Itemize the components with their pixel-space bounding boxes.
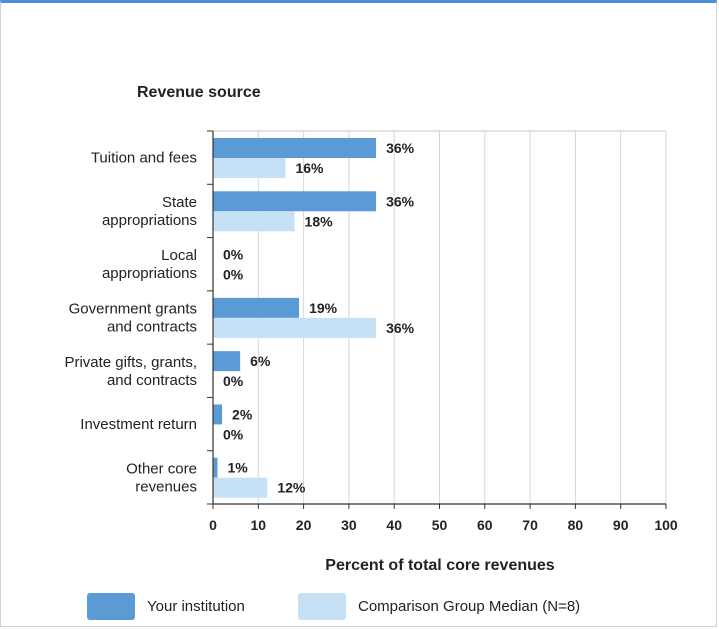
category-label: revenues <box>135 478 197 495</box>
x-tick-label: 0 <box>209 517 217 533</box>
category-label: Government grants <box>69 301 197 318</box>
data-label: 2% <box>232 406 253 422</box>
category-label: appropriations <box>102 212 197 229</box>
category-label: Tuition and fees <box>91 150 197 167</box>
bars-group <box>213 138 377 498</box>
labels-group: 36%16%Tuition and fees36%18%Stateappropr… <box>64 140 414 496</box>
x-tick-label: 80 <box>568 517 584 533</box>
data-label: 19% <box>309 300 338 316</box>
category-label: and contracts <box>107 372 197 389</box>
data-label: 36% <box>386 193 415 209</box>
legend-label: Comparison Group Median (N=8) <box>358 598 580 615</box>
x-tick-label: 70 <box>522 517 538 533</box>
data-label: 0% <box>223 373 244 389</box>
bar-your-institution <box>213 191 377 212</box>
x-tick-label: 100 <box>654 517 678 533</box>
bar-your-institution <box>213 457 218 478</box>
data-label: 0% <box>223 267 244 283</box>
data-label: 12% <box>277 480 306 496</box>
data-label: 36% <box>386 320 415 336</box>
x-tick-label: 90 <box>613 517 629 533</box>
bar-comparison-median <box>213 317 377 338</box>
data-label: 36% <box>386 140 415 156</box>
data-label: 16% <box>295 160 324 176</box>
bar-your-institution <box>213 351 241 372</box>
bar-your-institution <box>213 404 223 425</box>
category-label: Private gifts, grants, <box>64 354 197 371</box>
legend-swatch-your-institution <box>87 593 135 620</box>
category-label: Other core <box>126 460 197 477</box>
x-axis-title: Percent of total core revenues <box>325 557 555 574</box>
bar-comparison-median <box>213 211 295 232</box>
x-tick-label: 20 <box>296 517 312 533</box>
legend-swatch-comparison-median <box>298 593 346 620</box>
bar-comparison-median <box>213 477 268 498</box>
data-label: 0% <box>223 247 244 263</box>
legend-label: Your institution <box>147 598 245 615</box>
category-label: Local <box>161 247 197 264</box>
bar-comparison-median <box>213 158 286 178</box>
legend: Your institution Comparison Group Median … <box>87 593 580 620</box>
axes-group: 0 10 20 30 40 50 60 70 80 90 100 <box>207 130 678 533</box>
x-tick-label: 60 <box>477 517 493 533</box>
chart-title: Revenue source <box>137 84 261 101</box>
data-label: 0% <box>223 426 244 442</box>
category-label: and contracts <box>107 319 197 336</box>
bar-your-institution <box>213 138 377 158</box>
data-label: 6% <box>250 353 271 369</box>
x-tick-label: 10 <box>251 517 267 533</box>
data-label: 18% <box>305 213 334 229</box>
category-label: appropriations <box>102 265 197 282</box>
category-label: State <box>162 194 197 211</box>
x-tick-label: 50 <box>432 517 448 533</box>
category-label: Investment return <box>80 416 197 433</box>
bar-your-institution <box>213 297 300 318</box>
data-label: 1% <box>228 460 249 476</box>
x-tick-label: 40 <box>386 517 402 533</box>
x-tick-label: 30 <box>341 517 357 533</box>
